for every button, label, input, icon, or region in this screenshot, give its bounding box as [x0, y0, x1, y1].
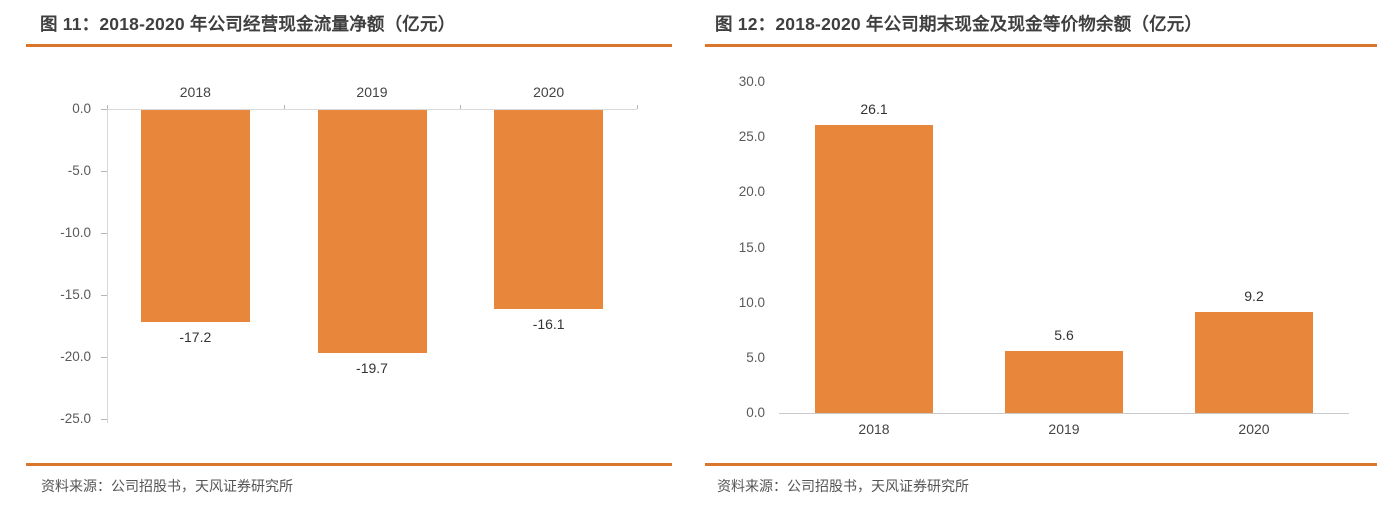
value-label-2020: -16.1: [532, 315, 565, 332]
category-axis-tick-mark: [637, 105, 638, 109]
value-label-2019: -19.7: [356, 360, 388, 377]
category-label-2020: 2020: [533, 84, 565, 100]
value-label-2018: 26.1: [860, 101, 888, 118]
figure-12-title: 图 12：2018-2020 年公司期末现金及现金等价物余额（亿元）: [715, 14, 1203, 34]
y-axis-tick-mark: [101, 171, 107, 172]
y-axis-tick-mark: [101, 357, 107, 358]
figure-12-title-rule: [705, 44, 1377, 47]
category-label-2020: 2020: [1238, 421, 1270, 437]
y-axis-tick-mark: [101, 233, 107, 234]
figure-11-footer-rule: [26, 463, 672, 466]
value-label-2019: 5.6: [1054, 327, 1074, 344]
y-axis-line: [107, 109, 108, 423]
y-axis-tick-label: -10.0: [60, 225, 91, 240]
y-axis-tick-label: -20.0: [60, 349, 91, 364]
bar-2018: [140, 110, 250, 323]
bar-2019: [317, 110, 427, 354]
y-axis-tick-mark: [101, 295, 107, 296]
y-axis-tick-label: 30.0: [738, 74, 765, 90]
y-axis-tick-label: 0.0: [746, 405, 765, 420]
figure-11-title: 图 11：2018-2020 年公司经营现金流量净额（亿元）: [40, 14, 456, 34]
category-axis-tick-mark: [460, 105, 462, 109]
y-axis-tick-label: -15.0: [60, 287, 91, 302]
category-axis-tick-mark: [283, 105, 285, 109]
bar-2019: [1005, 351, 1123, 413]
figure-11-source-note: 资料来源：公司招股书，天风证券研究所: [41, 478, 293, 494]
y-axis-tick-mark: [101, 109, 107, 110]
bar-2020: [1195, 311, 1313, 413]
figure-12-source-note: 资料来源：公司招股书，天风证券研究所: [717, 478, 969, 494]
y-axis-tick-label: 0.0: [72, 101, 91, 116]
y-axis-tick-label: 15.0: [738, 239, 765, 255]
y-axis-tick-label: 25.0: [738, 129, 765, 145]
category-axis-line: [107, 109, 637, 110]
figure-12-footer-rule: [705, 463, 1377, 466]
y-axis-tick-label: 10.0: [738, 294, 765, 310]
category-label-2018: 2018: [179, 84, 211, 100]
y-axis-tick-label: -5.0: [67, 163, 91, 178]
value-label-2020: 9.2: [1244, 287, 1264, 304]
category-axis-line: [779, 413, 1349, 414]
y-axis-tick-label: -25.0: [60, 411, 91, 426]
bar-2020: [494, 110, 604, 309]
category-label-2019: 2019: [1048, 421, 1080, 437]
y-axis-tick-mark: [101, 419, 107, 420]
y-axis-tick-label: 5.0: [746, 349, 765, 365]
category-axis-tick-mark: [107, 105, 108, 109]
figure-11-title-rule: [26, 44, 672, 47]
figure-12-bar-chart: 30.0 25.0 20.0 15.0 10.0 5.0 0.0 2018 26.1 2019 5.…: [705, 60, 1378, 455]
category-label-2019: 2019: [356, 84, 388, 100]
category-label-2018: 2018: [858, 421, 890, 437]
y-axis-tick-label: 20.0: [738, 184, 765, 200]
value-label-2018: -17.2: [179, 329, 212, 346]
bar-2018: [815, 125, 933, 413]
figure-11-bar-chart: 0.0 -5.0 -10.0 -15.0 -20.0 -25.0 2018 -17.2 2019…: [26, 60, 672, 455]
